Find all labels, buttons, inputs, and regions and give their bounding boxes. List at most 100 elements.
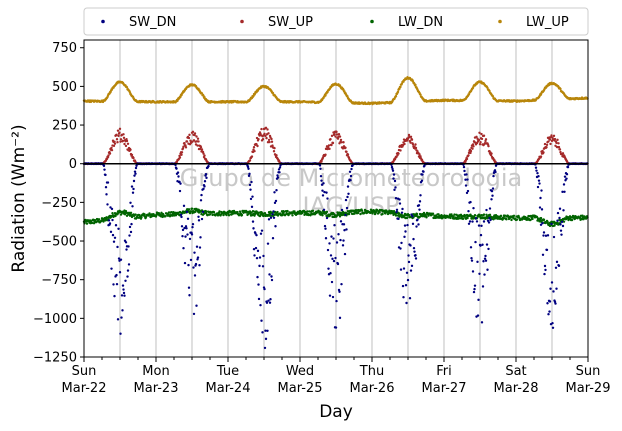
sw-dn-point (545, 248, 549, 252)
sw-dn-point (468, 220, 472, 223)
sw-dn-point (479, 244, 482, 247)
lw-dn-point (154, 215, 158, 218)
lw-dn-point (240, 213, 244, 217)
sw-dn-point (267, 299, 270, 302)
lw-dn-point (193, 210, 197, 214)
sw-dn-point (107, 219, 111, 222)
y-tick-label: −750 (41, 273, 77, 288)
sw-dn-point (465, 173, 468, 176)
lw-dn-point (208, 213, 212, 216)
sw-dn-point (562, 183, 566, 186)
sw-up-point (418, 153, 421, 156)
sw-dn-point (323, 190, 326, 194)
sw-up-point (185, 140, 189, 143)
sw-up-point (324, 153, 327, 156)
sw-dn-point (252, 227, 255, 230)
sw-dn-point (402, 296, 405, 299)
x-tick-label: Mar-24 (206, 381, 251, 396)
sw-dn-point (328, 242, 331, 245)
sw-dn-point (345, 206, 349, 210)
sw-dn-point (105, 193, 108, 196)
sw-dn-point (538, 182, 541, 185)
sw-up-point (539, 155, 543, 158)
legend-entry: LW_UP (526, 15, 569, 30)
sw-dn-point (320, 179, 323, 182)
sw-dn-point (115, 273, 118, 277)
sw-dn-point (338, 290, 341, 293)
sw-up-point (490, 152, 493, 155)
sw-dn-point (535, 169, 538, 172)
sw-dn-point (269, 298, 272, 301)
sw-dn-point (194, 262, 198, 266)
sw-up-point (545, 146, 548, 149)
sw-dn-point (407, 254, 410, 257)
sw-up-point (199, 146, 203, 149)
sw-dn-point (544, 234, 548, 237)
sw-dn-point (402, 267, 406, 270)
lw-dn-point (405, 216, 409, 220)
sw-dn-point (184, 235, 187, 238)
sw-dn-point (120, 294, 124, 297)
sw-up-point (557, 145, 561, 149)
sw-dn-point (323, 224, 327, 228)
sw-dn-point (335, 241, 339, 244)
sw-dn-point (392, 173, 396, 176)
sw-dn-point (113, 236, 117, 239)
sw-up-point (267, 138, 271, 142)
sw-dn-point (490, 198, 493, 201)
lw-dn-point (499, 214, 503, 218)
sw-dn-point (248, 172, 251, 176)
sw-dn-point (339, 238, 342, 242)
legend-marker (498, 19, 502, 24)
sw-dn-point (259, 232, 263, 235)
sw-dn-point (266, 242, 270, 245)
sw-dn-point (543, 272, 546, 276)
y-tick-label: 0 (69, 157, 77, 172)
sw-dn-point (550, 281, 554, 284)
sw-dn-point (464, 178, 467, 181)
lw-dn-point (298, 209, 302, 213)
sw-up-point (399, 149, 402, 152)
sw-dn-point (264, 337, 268, 341)
sw-dn-point (187, 286, 191, 289)
legend: SW_DN SW_UP LW_DN LW_UP (83, 7, 589, 36)
sw-dn-point (318, 164, 322, 167)
sw-dn-point (340, 282, 343, 286)
sw-dn-point (541, 253, 545, 256)
sw-dn-point (489, 218, 492, 222)
sw-dn-point (543, 264, 547, 268)
sw-dn-point (537, 179, 541, 182)
sw-dn-point (334, 326, 338, 329)
sw-dn-point (278, 171, 281, 174)
lw-dn-point (293, 210, 296, 213)
sw-dn-point (547, 313, 550, 316)
lw-up-point (559, 87, 562, 91)
sw-dn-point (393, 179, 397, 183)
sw-dn-point (393, 188, 396, 192)
sw-dn-point (329, 271, 332, 275)
sw-dn-point (339, 220, 343, 223)
sw-dn-point (249, 188, 252, 191)
sw-dn-point (181, 228, 185, 232)
sw-dn-point (551, 321, 554, 325)
sw-dn-point (326, 248, 330, 252)
sw-dn-point (406, 278, 410, 282)
sw-dn-point (261, 331, 264, 334)
sw-dn-point (565, 173, 569, 176)
sw-dn-point (549, 287, 552, 290)
sw-dn-point (565, 177, 568, 180)
lw-dn-point (512, 214, 516, 217)
sw-dn-point (536, 185, 540, 189)
sw-up-point (116, 129, 120, 132)
sw-dn-point (329, 254, 333, 257)
sw-dn-point (487, 247, 490, 251)
lw-dn-point (425, 216, 428, 219)
lw-dn-point (546, 220, 549, 224)
sw-dn-point (325, 191, 328, 194)
sw-dn-point (398, 198, 401, 201)
sw-dn-point (414, 253, 417, 257)
sw-dn-point (182, 247, 185, 250)
sw-dn-point (327, 267, 330, 270)
sw-dn-point (268, 273, 271, 276)
sw-dn-point (470, 259, 474, 262)
